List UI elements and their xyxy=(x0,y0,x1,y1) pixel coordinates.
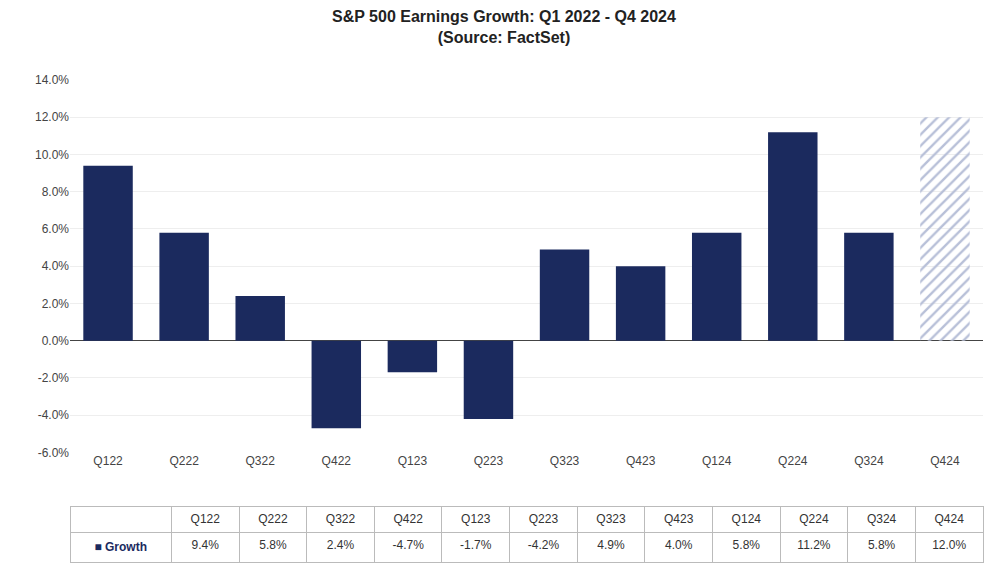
svg-text:2.0%: 2.0% xyxy=(42,297,70,311)
svg-text:5.8%: 5.8% xyxy=(259,538,287,552)
svg-text:-4.7%: -4.7% xyxy=(392,538,424,552)
svg-text:Q122: Q122 xyxy=(191,512,221,526)
svg-text:-4.0%: -4.0% xyxy=(38,408,70,422)
svg-text:Q224: Q224 xyxy=(799,512,829,526)
svg-text:4.0%: 4.0% xyxy=(665,538,693,552)
svg-text:Q323: Q323 xyxy=(596,512,626,526)
svg-text:-1.7%: -1.7% xyxy=(460,538,492,552)
svg-text:Q123: Q123 xyxy=(398,454,428,468)
svg-text:Q324: Q324 xyxy=(867,512,897,526)
svg-text:14.0%: 14.0% xyxy=(35,73,69,87)
svg-text:11.2%: 11.2% xyxy=(797,538,830,552)
svg-text:8.0%: 8.0% xyxy=(42,185,70,199)
svg-text:Q223: Q223 xyxy=(529,512,559,526)
svg-text:Q223: Q223 xyxy=(474,454,504,468)
svg-text:0.0%: 0.0% xyxy=(42,334,70,348)
svg-text:Q224: Q224 xyxy=(778,454,808,468)
svg-text:Q222: Q222 xyxy=(169,454,199,468)
svg-text:10.0%: 10.0% xyxy=(35,148,69,162)
svg-text:Q424: Q424 xyxy=(935,512,965,526)
svg-text:Q422: Q422 xyxy=(322,454,352,468)
svg-text:2.4%: 2.4% xyxy=(327,538,355,552)
svg-text:Q324: Q324 xyxy=(854,454,884,468)
svg-text:Q322: Q322 xyxy=(326,512,356,526)
svg-text:-2.0%: -2.0% xyxy=(38,371,70,385)
svg-text:-4.2%: -4.2% xyxy=(528,538,560,552)
svg-text:S&P 500 Earnings Growth: Q1 20: S&P 500 Earnings Growth: Q1 2022 - Q4 20… xyxy=(332,8,676,46)
svg-text:Q322: Q322 xyxy=(246,454,276,468)
svg-text:4.9%: 4.9% xyxy=(597,538,625,552)
svg-text:6.0%: 6.0% xyxy=(42,222,70,236)
svg-text:12.0%: 12.0% xyxy=(35,110,69,124)
svg-text:Q124: Q124 xyxy=(732,512,762,526)
svg-text:Q423: Q423 xyxy=(664,512,694,526)
svg-text:Q424: Q424 xyxy=(930,454,960,468)
svg-text:-6.0%: -6.0% xyxy=(38,446,70,460)
svg-text:Q123: Q123 xyxy=(461,512,491,526)
svg-text:12.0%: 12.0% xyxy=(932,538,966,552)
svg-text:Q124: Q124 xyxy=(702,454,732,468)
svg-text:Q423: Q423 xyxy=(626,454,656,468)
svg-text:5.8%: 5.8% xyxy=(868,538,896,552)
svg-text:Q122: Q122 xyxy=(93,454,123,468)
svg-text:4.0%: 4.0% xyxy=(42,259,70,273)
svg-text:■ Growth: ■ Growth xyxy=(94,540,147,554)
svg-text:Q222: Q222 xyxy=(258,512,288,526)
svg-text:Q422: Q422 xyxy=(393,512,423,526)
svg-text:9.4%: 9.4% xyxy=(192,538,220,552)
svg-text:Q323: Q323 xyxy=(550,454,580,468)
svg-text:5.8%: 5.8% xyxy=(733,538,761,552)
